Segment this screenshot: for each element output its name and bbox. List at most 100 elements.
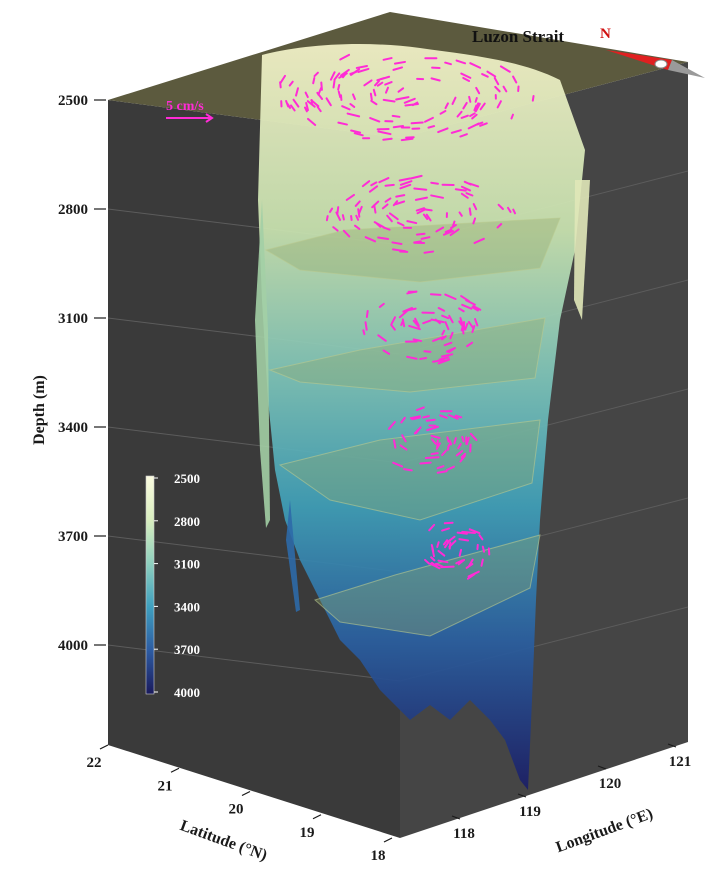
velocity-vector xyxy=(461,303,473,310)
velocity-vector xyxy=(349,103,356,108)
latitude-tick-label: 20 xyxy=(229,802,244,818)
velocity-vector xyxy=(409,415,421,420)
velocity-vector xyxy=(465,192,474,197)
velocity-vector xyxy=(431,438,437,445)
velocity-vector xyxy=(415,207,425,212)
latitude-tick-label: 18 xyxy=(371,848,386,864)
velocity-vector xyxy=(289,104,296,112)
velocity-vector xyxy=(423,116,434,123)
velocity-vector xyxy=(459,317,464,325)
velocity-vector xyxy=(376,222,382,228)
velocity-vector xyxy=(368,185,379,193)
velocity-vector xyxy=(444,293,457,300)
velocity-vector xyxy=(462,101,468,110)
velocity-vector xyxy=(430,452,439,456)
velocity-vector xyxy=(419,461,432,465)
velocity-vector xyxy=(363,79,373,87)
velocity-vector xyxy=(455,450,464,457)
velocity-vector xyxy=(374,80,380,87)
velocity-vector xyxy=(443,521,454,525)
velocity-vector xyxy=(424,558,431,565)
velocity-vector xyxy=(398,177,411,182)
velocity-vector xyxy=(444,541,450,549)
velocity-vector xyxy=(364,321,368,331)
velocity-vector xyxy=(405,307,417,312)
velocity-vector xyxy=(364,236,377,243)
velocity-vector xyxy=(439,110,447,115)
velocity-vector xyxy=(361,180,371,188)
velocity-vector xyxy=(454,414,463,419)
velocity-vector xyxy=(461,326,465,335)
longitude-tick-mark xyxy=(597,765,607,770)
velocity-vector xyxy=(458,307,465,313)
velocity-vector xyxy=(481,73,489,78)
depth-tick-label: 4000 xyxy=(58,638,88,654)
velocity-vector xyxy=(339,53,351,61)
velocity-vector xyxy=(460,452,467,459)
depth-tick-label: 3100 xyxy=(58,311,88,327)
colorbar xyxy=(145,475,155,695)
velocity-vector xyxy=(313,71,319,78)
velocity-vector xyxy=(391,241,403,245)
velocity-vector xyxy=(468,528,481,535)
velocity-vector xyxy=(398,310,408,319)
velocity-vector xyxy=(430,181,439,185)
velocity-vector xyxy=(439,414,448,419)
velocity-vector xyxy=(382,98,396,103)
velocity-vector xyxy=(474,97,478,103)
velocity-vector xyxy=(392,200,399,207)
latitude-tick-label: 22 xyxy=(87,755,102,771)
velocity-vector xyxy=(328,207,334,213)
velocity-vector xyxy=(479,122,488,127)
velocity-vector xyxy=(425,418,436,422)
velocity-vector xyxy=(430,318,445,324)
velocity-vector xyxy=(499,65,511,73)
velocity-vector xyxy=(435,442,441,450)
velocity-vector xyxy=(422,319,432,325)
velocity-vector xyxy=(467,570,480,578)
velocity-vector xyxy=(430,77,441,82)
velocity-vector xyxy=(437,127,449,134)
velocity-vector xyxy=(510,113,514,120)
velocity-vector xyxy=(423,250,435,254)
velocity-vector xyxy=(399,183,412,190)
velocity-vector xyxy=(479,102,486,111)
velocity-vector xyxy=(481,545,486,553)
bathymetry-spike xyxy=(574,180,590,320)
velocity-vector xyxy=(393,60,406,65)
velocity-vector xyxy=(409,174,423,180)
velocity-vector xyxy=(306,100,316,108)
velocity-vector xyxy=(341,105,351,111)
velocity-vector xyxy=(400,137,414,142)
velocity-vector xyxy=(480,558,484,567)
velocity-vector xyxy=(384,197,392,203)
velocity-vector xyxy=(386,214,393,223)
depth-axis-label: Depth (m) xyxy=(31,375,48,445)
velocity-vector xyxy=(399,180,413,186)
velocity-vector xyxy=(458,538,470,542)
velocity-vector xyxy=(355,214,360,221)
velocity-vector xyxy=(286,103,292,109)
velocity-vector xyxy=(474,318,479,327)
scale-label: 5 cm/s xyxy=(166,99,204,114)
velocity-vector xyxy=(531,95,535,102)
velocity-vector xyxy=(340,68,350,77)
velocity-vector xyxy=(467,122,480,130)
velocity-vector xyxy=(401,434,407,443)
velocity-vector xyxy=(430,544,435,553)
velocity-vector xyxy=(373,204,377,214)
velocity-vector xyxy=(394,200,406,206)
velocity-vector xyxy=(406,355,418,360)
velocity-vector xyxy=(446,436,450,443)
velocity-vector xyxy=(354,224,361,230)
velocity-vector xyxy=(377,130,392,136)
velocity-vector xyxy=(475,86,481,95)
velocity-vector xyxy=(401,318,406,328)
chart-title: Luzon Strait xyxy=(472,27,564,46)
velocity-vector xyxy=(346,112,361,118)
velocity-vector xyxy=(279,81,282,89)
velocity-vector xyxy=(332,226,339,232)
velocity-vector xyxy=(461,435,465,443)
velocity-vector xyxy=(497,203,504,211)
velocity-vector xyxy=(471,113,478,120)
